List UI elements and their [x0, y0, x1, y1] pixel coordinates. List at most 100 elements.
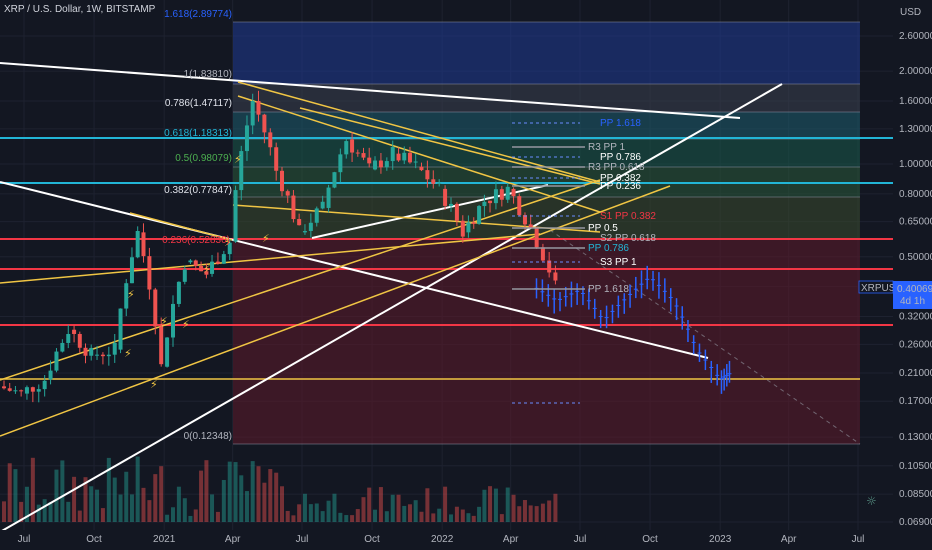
price-tick-label: 0.50000 — [899, 252, 932, 263]
fib-zone-786 — [233, 112, 860, 139]
white-downtrend-upper[interactable] — [0, 62, 741, 119]
time-tick-label: Apr — [781, 534, 797, 545]
volume-bar — [268, 469, 273, 522]
volume-bar — [54, 469, 59, 522]
candle-body — [227, 242, 232, 255]
candle-body — [118, 308, 123, 350]
volume-bar — [48, 502, 53, 522]
candle-body — [124, 283, 129, 309]
volume-bar — [493, 488, 498, 522]
volume-bar — [511, 494, 516, 522]
candle-body — [437, 182, 442, 184]
volume-bar — [60, 460, 65, 522]
candle-body — [355, 152, 360, 154]
volume-bar — [24, 486, 29, 522]
volume-bar — [118, 494, 123, 522]
volume-bar — [7, 463, 12, 522]
volume-bar — [528, 505, 533, 522]
candle-body — [106, 354, 111, 357]
fib-label: 0(0.12348) — [184, 431, 232, 442]
lightning-icon: ⚡ — [160, 315, 168, 328]
volume-bar — [355, 509, 360, 522]
volume-bar — [320, 511, 325, 522]
volume-bar — [95, 489, 100, 522]
volume-bar — [256, 466, 261, 522]
time-tick-label: Oct — [642, 534, 658, 545]
volume-bar — [2, 501, 7, 522]
volume-bar — [302, 493, 307, 522]
white-uptrend[interactable] — [0, 83, 783, 533]
candle-body — [60, 342, 65, 352]
volume-bar — [308, 504, 313, 522]
pivot-label: PP 0.786 — [600, 152, 641, 163]
volume-bar — [522, 500, 527, 522]
volume-bar — [233, 462, 238, 522]
candle-body — [30, 387, 35, 392]
candle-body — [361, 153, 366, 158]
candle-body — [147, 256, 152, 290]
yellow-fan-8[interactable] — [299, 107, 601, 185]
settings-icon[interactable]: ☼ — [866, 494, 877, 508]
candle-body — [344, 141, 349, 155]
price-tick-label: 0.32000 — [899, 312, 932, 323]
volume-bar — [204, 460, 209, 522]
lightning-icon: ⚡ — [150, 378, 158, 391]
fib-zone-236 — [233, 239, 860, 444]
volume-bar — [66, 501, 71, 522]
pivot-label: PP 0.786 — [588, 243, 629, 254]
candle-body — [256, 101, 261, 115]
time-axis[interactable]: Jul Oct 2021 Apr Jul Oct 2022 Apr Jul Oct 2023 Apr J… — [18, 534, 865, 545]
last-price-tag — [893, 281, 932, 309]
yellow-fan-5[interactable] — [237, 81, 601, 183]
volume-bar — [19, 501, 24, 522]
time-tick-label: 2022 — [431, 534, 454, 545]
candle-body — [193, 260, 198, 266]
volume-bar — [215, 511, 220, 522]
pivot-label: S2 PP 0.618 — [600, 233, 656, 244]
candle-body — [13, 390, 18, 392]
yellow-fan-4[interactable] — [129, 212, 233, 241]
fib-label: 0.618(1.18313) — [164, 128, 232, 139]
time-tick-label: Oct — [86, 534, 102, 545]
candle-body — [204, 271, 209, 275]
candle-body — [547, 260, 552, 273]
time-tick-label: Jul — [852, 534, 865, 545]
pivot-label: PP 0.236 — [600, 181, 641, 192]
candle-body — [302, 231, 307, 233]
candle-body — [210, 261, 215, 274]
candle-body — [188, 260, 193, 263]
projection-bars — [534, 265, 732, 394]
volume-bar — [499, 514, 504, 522]
volume-bar — [425, 488, 430, 522]
candle-body — [419, 166, 424, 171]
candle-body — [77, 333, 82, 348]
volume-bar — [454, 506, 459, 522]
candle-body — [239, 151, 244, 191]
price-tick-label: 0.06900 — [899, 517, 932, 528]
candle-body — [373, 160, 378, 170]
volume-bar — [407, 504, 412, 522]
volume-bar — [30, 457, 35, 522]
yellow-fan-2[interactable] — [0, 179, 601, 381]
candle-body — [112, 342, 117, 355]
fib-label: 0.786(1.47117) — [165, 98, 232, 109]
volume-bar — [262, 482, 267, 522]
candle-body — [396, 153, 401, 161]
currency-label: USD — [900, 7, 921, 18]
yellow-fan-6[interactable] — [237, 95, 601, 213]
volume-bar — [199, 470, 204, 522]
volume-bar — [291, 515, 296, 522]
yellow-fan-3[interactable] — [0, 233, 541, 284]
candlesticks — [2, 90, 558, 403]
candle-body — [19, 390, 24, 392]
candle-body — [338, 154, 343, 173]
candle-body — [280, 170, 285, 192]
white-downtrend-lower[interactable] — [0, 181, 709, 359]
volume-bar — [170, 507, 175, 522]
price-axis[interactable]: 2.60000 2.00000 1.60000 1.30000 1.00000 0.800… — [899, 31, 932, 528]
volume-bar — [367, 487, 372, 522]
fib-label: 1(1.83810) — [184, 69, 232, 80]
candle-body — [268, 132, 273, 148]
